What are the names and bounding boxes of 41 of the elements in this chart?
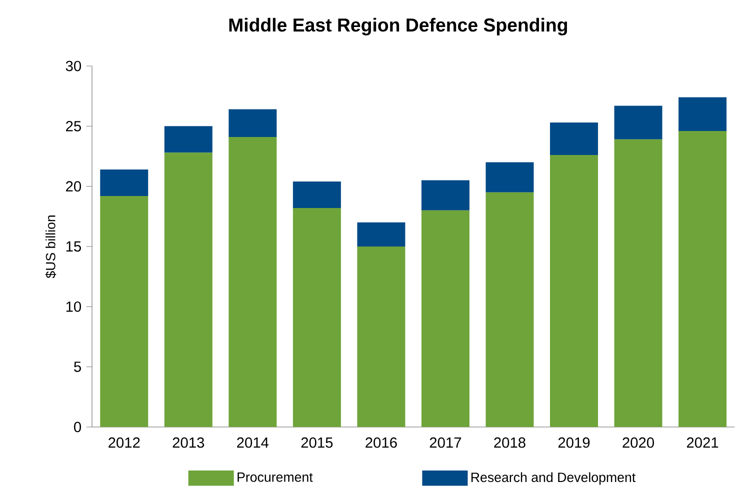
y-axis-title: $US billion: [45, 216, 56, 278]
bar: [100, 169, 148, 196]
y-tick-label: 25: [66, 120, 81, 132]
x-tick-label: 2014: [237, 437, 269, 448]
x-tick-label: 2016: [366, 437, 397, 448]
bar: [100, 196, 148, 427]
y-tick-label: 15: [66, 241, 81, 252]
bar: [292, 208, 341, 427]
y-tick-label: 20: [66, 181, 82, 192]
legend-label: Research and Development: [471, 472, 636, 485]
x-tick-label: 2012: [108, 437, 140, 448]
y-tick-label: 10: [66, 301, 82, 312]
bar: [357, 246, 406, 427]
bar: [164, 152, 212, 427]
bar: [292, 182, 341, 208]
legend-label: Procurement: [238, 472, 313, 482]
x-tick-label: 2021: [686, 437, 718, 448]
bar: [614, 106, 662, 140]
x-tick-label: 2020: [622, 437, 654, 448]
bar: [678, 130, 727, 427]
x-tick-label: 2019: [558, 437, 590, 448]
bar: [614, 139, 662, 427]
bar: [486, 192, 534, 427]
bar: [550, 155, 598, 427]
bar: [550, 122, 598, 156]
chart-title: Middle East Region Defence Spending: [229, 18, 568, 36]
bar: [421, 180, 470, 210]
y-tick-label: 30: [66, 60, 82, 72]
x-tick-label: 2017: [430, 437, 462, 448]
bar: [228, 136, 277, 427]
bar: [164, 126, 212, 153]
bar: [228, 109, 277, 137]
bar: [678, 97, 727, 131]
x-tick-label: 2013: [172, 437, 204, 448]
x-tick-label: 2018: [494, 437, 526, 448]
bar: [421, 210, 470, 427]
y-tick-label: 0: [74, 422, 82, 432]
x-tick-label: 2015: [301, 437, 333, 448]
y-tick-label: 5: [74, 362, 81, 372]
bar: [486, 162, 534, 192]
bar: [357, 222, 406, 246]
